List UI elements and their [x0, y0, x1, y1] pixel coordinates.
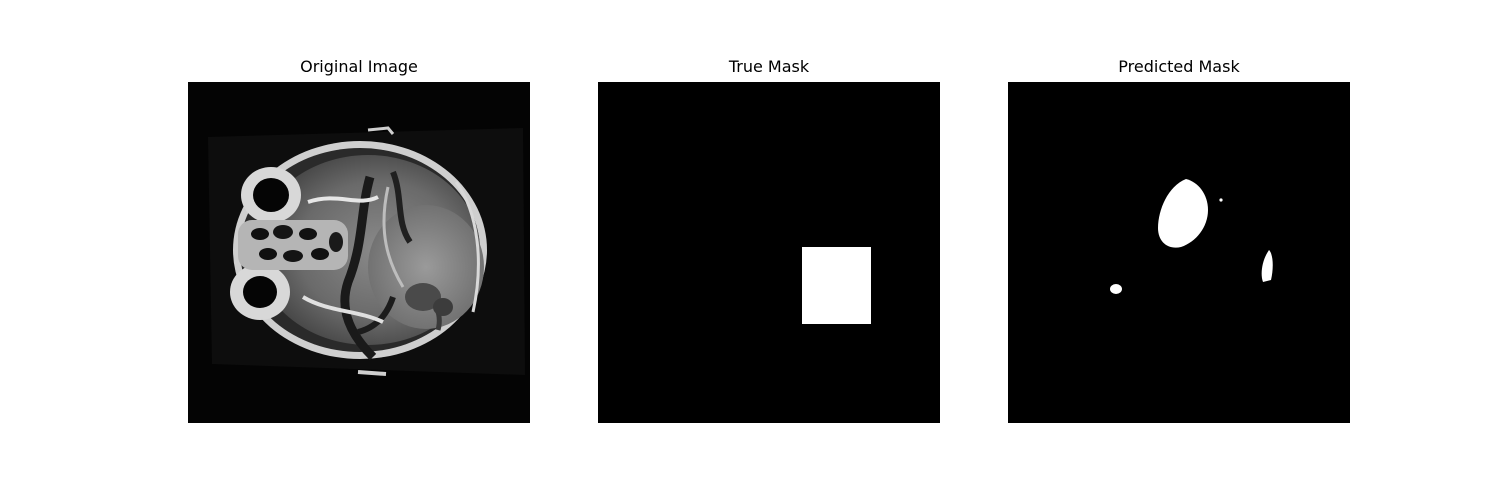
true-mask-panel: True Mask [598, 0, 940, 500]
predicted-mask-image [1008, 82, 1350, 423]
predicted-mask-panel: Predicted Mask [1008, 0, 1350, 500]
predicted-mask-region-large [1158, 179, 1208, 248]
predicted-mask-title: Predicted Mask [1118, 57, 1240, 76]
true-mask-title: True Mask [728, 57, 810, 76]
true-mask-region [802, 247, 871, 324]
true-mask-image [598, 82, 940, 423]
predicted-mask-region-right [1261, 250, 1273, 282]
predicted-mask-speck [1219, 198, 1223, 202]
predicted-mask-region-left [1110, 284, 1122, 294]
original-image-panel: Original Image [188, 0, 530, 500]
original-image-mri-scan [188, 82, 530, 423]
original-image-title: Original Image [300, 57, 418, 76]
